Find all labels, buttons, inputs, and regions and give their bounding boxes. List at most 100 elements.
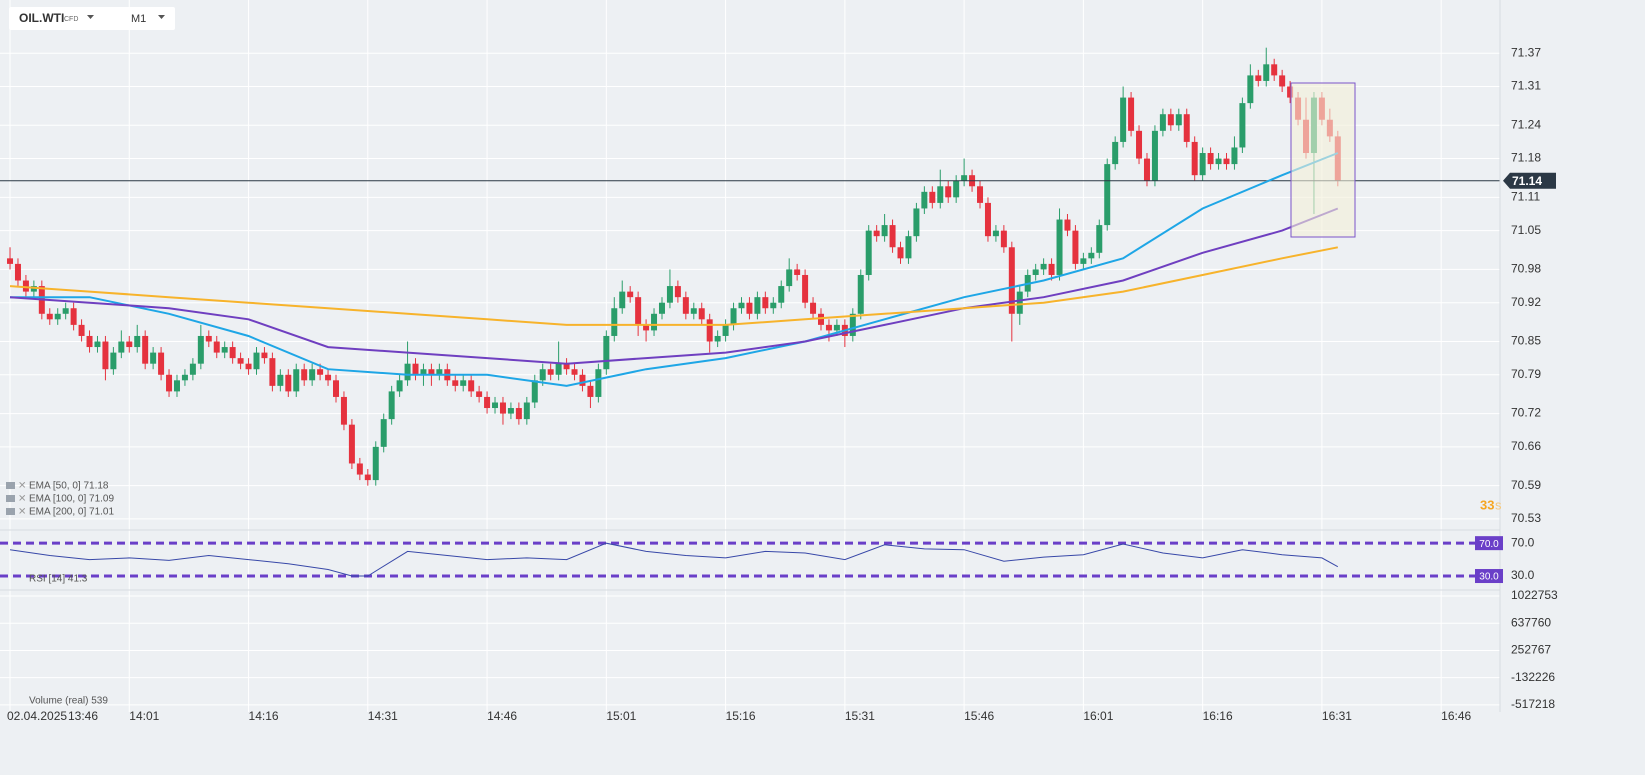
candle-body <box>857 274 864 314</box>
candle-body <box>340 396 347 425</box>
x-tick-label: 16:31 <box>1322 709 1352 723</box>
dropdown-arrow[interactable] <box>158 15 165 19</box>
candle-body <box>833 324 840 331</box>
candle-body <box>348 424 355 464</box>
candle-body <box>333 380 340 397</box>
y-tick-label: 71.31 <box>1511 79 1541 93</box>
legend-label: EMA [200, 0] 71.01 <box>29 507 114 518</box>
candle-body <box>492 402 499 409</box>
candle-body <box>189 363 196 375</box>
candle-body <box>587 385 594 397</box>
symbol-box[interactable] <box>9 7 175 30</box>
candle-body <box>1136 130 1143 159</box>
candle-body <box>173 380 180 392</box>
candle-body <box>754 297 761 314</box>
legend-close: ✕ <box>18 507 26 518</box>
candle-body <box>205 335 212 342</box>
candle-body <box>1064 219 1071 231</box>
x-tick-label: 15:16 <box>726 709 756 723</box>
candle-body <box>237 358 244 364</box>
candle-body <box>364 474 371 481</box>
candle-body <box>468 380 475 392</box>
candle-body <box>86 335 93 348</box>
y-tick-label: 70.53 <box>1511 511 1541 525</box>
candle-body <box>277 374 284 386</box>
candle-body <box>412 363 419 375</box>
candle-body <box>722 324 729 336</box>
x-tick-label: 16:46 <box>1441 709 1471 723</box>
candle-body <box>714 335 721 342</box>
candle-body <box>158 352 165 375</box>
candle-body <box>110 352 117 370</box>
candle-body <box>1231 147 1238 165</box>
candle-body <box>325 374 332 381</box>
candle-body <box>730 308 737 325</box>
current-price-label: 71.14 <box>1512 174 1542 188</box>
y-tick-label: 70.59 <box>1511 478 1541 492</box>
candle-body <box>261 352 268 359</box>
candle-body <box>945 186 952 198</box>
candle-body <box>818 313 825 325</box>
x-tick-label: 15:31 <box>845 709 875 723</box>
candle-body <box>746 302 753 314</box>
candle-body <box>539 369 546 381</box>
symbol[interactable]: OIL.WTI <box>19 11 64 25</box>
candle-body <box>309 369 316 381</box>
candle-body <box>1199 153 1206 176</box>
level-label: 30.0 <box>1479 572 1499 583</box>
candle-body <box>1112 141 1119 165</box>
candle-body <box>643 324 650 331</box>
candle-body <box>1056 219 1063 275</box>
y-tick-label: 71.37 <box>1511 45 1541 59</box>
candle-body <box>372 446 379 481</box>
candle-body <box>1104 164 1111 226</box>
candle-body <box>428 369 435 375</box>
y-tick-label: 70.92 <box>1511 295 1541 309</box>
y-tick-label: 71.24 <box>1511 117 1541 131</box>
candle-body <box>14 263 21 281</box>
candle-body <box>1143 158 1150 181</box>
candle-body <box>126 341 133 348</box>
y-tick-label: 637760 <box>1511 615 1551 629</box>
candle-body <box>1183 114 1190 142</box>
candle-body <box>46 313 53 320</box>
candle-body <box>301 369 308 381</box>
candle-body <box>317 369 324 375</box>
candle-body <box>913 208 920 237</box>
candle-body <box>865 230 872 275</box>
candle-body <box>1032 269 1039 275</box>
candle-body <box>54 313 61 320</box>
candle-body <box>881 225 888 237</box>
candle-body <box>1151 130 1158 181</box>
candle-body <box>555 363 562 375</box>
candle-body <box>134 335 141 348</box>
timeframe[interactable]: M1 <box>131 13 146 25</box>
candle-body <box>1263 64 1270 81</box>
candle-body <box>992 230 999 237</box>
legend-label: RSI [14] 41.3 <box>29 574 88 585</box>
candle-body <box>515 408 522 420</box>
candle-body <box>937 186 944 203</box>
series-line <box>9 207 1339 365</box>
candle-body <box>1215 158 1222 165</box>
candle-body <box>396 380 403 392</box>
candle-body <box>221 347 228 353</box>
candle-body <box>889 225 896 248</box>
countdown-unit: s <box>1495 497 1502 512</box>
candle-body <box>420 369 427 375</box>
legend-icon <box>6 495 15 502</box>
dropdown-arrow[interactable] <box>87 15 94 19</box>
x-tick-label: 15:01 <box>606 709 636 723</box>
series-line <box>9 542 1339 577</box>
candle-body <box>476 391 483 397</box>
candle-body <box>897 247 904 259</box>
candle-body <box>197 335 204 364</box>
candle-body <box>78 324 85 336</box>
candle-body <box>794 269 801 275</box>
y-tick-label: 252767 <box>1511 643 1551 657</box>
candle-body <box>961 175 968 181</box>
candle-body <box>1191 141 1198 176</box>
candle-body <box>62 308 69 314</box>
